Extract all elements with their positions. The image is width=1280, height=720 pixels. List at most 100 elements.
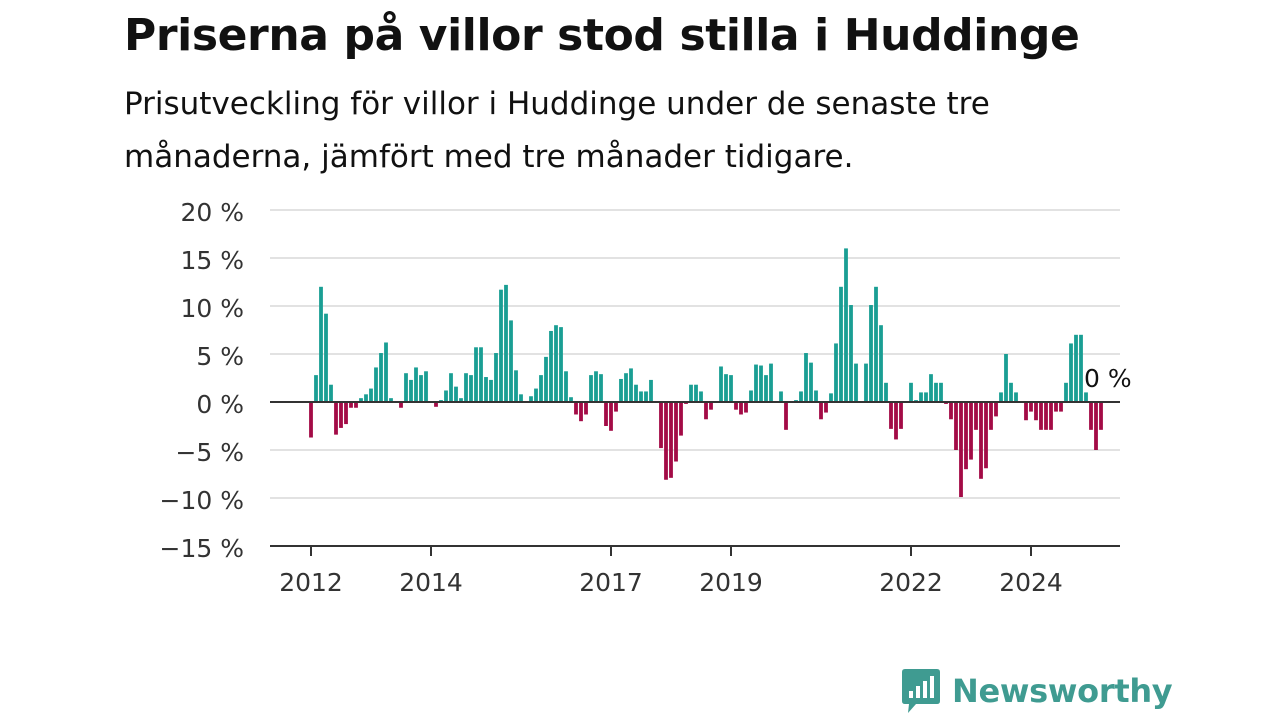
bar <box>1034 402 1038 421</box>
y-tick-label: −15 % <box>160 534 244 563</box>
bar <box>459 398 463 402</box>
bar <box>549 330 553 402</box>
bar <box>674 402 678 462</box>
bar <box>954 402 958 450</box>
bar <box>834 343 838 402</box>
bar <box>804 353 808 402</box>
bar <box>659 402 663 449</box>
bar <box>639 391 643 402</box>
price-change-bar-chart: −15 %−10 %−5 %0 %5 %10 %15 %20 % 2012 201… <box>159 198 1132 597</box>
bar <box>644 391 648 402</box>
bars <box>309 248 1103 498</box>
bar <box>874 286 878 402</box>
latest-value-annotation: 0 % <box>1084 364 1132 393</box>
bar <box>529 396 533 402</box>
bar <box>564 371 568 402</box>
bar <box>824 402 828 413</box>
bar <box>329 384 333 402</box>
bar <box>899 402 903 429</box>
y-tick-label: 5 % <box>196 342 244 371</box>
bar <box>489 379 493 402</box>
bar <box>979 402 983 479</box>
bar <box>649 379 653 402</box>
x-axis-ticks: 2012 2014 2017 2019 2022 2024 <box>279 546 1063 597</box>
bar <box>534 388 538 402</box>
bar <box>409 379 413 402</box>
bar <box>669 402 673 478</box>
bar <box>934 382 938 402</box>
bar <box>704 402 708 420</box>
bar <box>739 402 743 415</box>
bar <box>734 402 738 410</box>
bar <box>544 356 548 402</box>
bar <box>339 402 343 428</box>
bar <box>574 402 578 415</box>
bar <box>764 375 768 402</box>
bar <box>634 384 638 402</box>
newsworthy-brand: Newsworthy <box>900 666 1173 716</box>
bar <box>624 373 628 402</box>
bar <box>1024 402 1028 421</box>
bar <box>1039 402 1043 430</box>
bar <box>479 347 483 402</box>
y-tick-label: 20 % <box>180 198 244 227</box>
bar <box>399 402 403 408</box>
bar <box>354 402 358 408</box>
bar <box>1014 392 1018 402</box>
x-tick-label: 2024 <box>999 568 1063 597</box>
y-axis-tick-labels: −15 % −10 % −5 % 0 % 5 % 10 % 15 % 20 % <box>160 198 244 563</box>
bar <box>324 313 328 402</box>
bar <box>384 342 388 402</box>
bar <box>919 392 923 402</box>
bar <box>1009 382 1013 402</box>
bar <box>689 384 693 402</box>
bar <box>519 394 523 402</box>
bar <box>454 386 458 402</box>
bar <box>559 327 563 402</box>
bar <box>1044 402 1048 430</box>
bar <box>849 305 853 402</box>
bar <box>629 368 633 402</box>
bar <box>469 375 473 402</box>
bar <box>749 390 753 402</box>
chart-subtitle: Prisutveckling för villor i Huddinge und… <box>124 86 990 175</box>
y-tick-label: −10 % <box>160 486 244 515</box>
y-tick-label: −5 % <box>175 438 244 467</box>
bar <box>579 402 583 422</box>
bar <box>349 402 353 408</box>
bar <box>1089 402 1093 430</box>
bar <box>964 402 968 470</box>
bar <box>334 402 338 435</box>
bar <box>379 353 383 402</box>
x-tick-label: 2014 <box>399 568 463 597</box>
bar <box>844 248 848 402</box>
bar <box>619 378 623 402</box>
bar <box>359 398 363 402</box>
bar <box>594 371 598 402</box>
bar <box>759 365 763 402</box>
bar <box>869 305 873 402</box>
bar <box>949 402 953 420</box>
bar <box>779 391 783 402</box>
bar <box>599 374 603 402</box>
bar <box>1059 402 1063 412</box>
bar <box>589 375 593 402</box>
y-tick-label: 0 % <box>196 390 244 419</box>
bar <box>344 402 348 425</box>
bar <box>389 398 393 402</box>
bar <box>719 366 723 402</box>
bar <box>894 402 898 440</box>
gridlines <box>270 209 1120 499</box>
bar <box>959 402 963 498</box>
bar <box>509 320 513 402</box>
y-tick-label: 10 % <box>180 294 244 323</box>
bar <box>569 397 573 402</box>
bar <box>999 392 1003 402</box>
bar <box>679 402 683 436</box>
bar <box>609 402 613 431</box>
bar <box>969 402 973 460</box>
bar <box>744 402 748 413</box>
bar <box>809 362 813 402</box>
bar <box>754 364 758 402</box>
bar <box>1054 402 1058 412</box>
